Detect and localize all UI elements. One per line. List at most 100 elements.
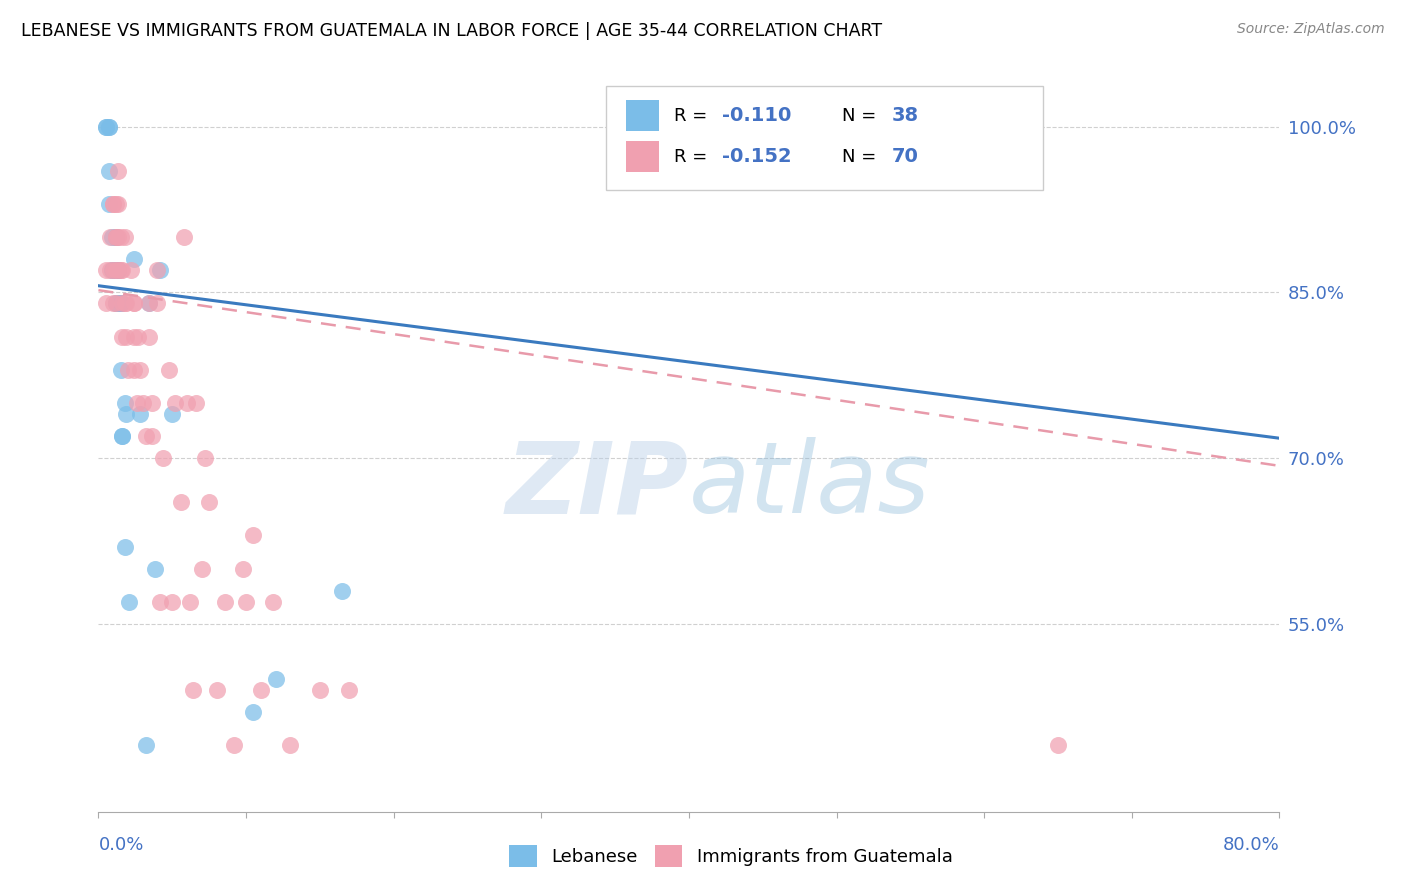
Point (105, 230, 128, 244)
Point (115, 329, 138, 343)
Point (122, 329, 145, 343)
Point (105, 263, 128, 277)
Point (103, 197, 125, 211)
Point (143, 561, 166, 575)
Point (115, 296, 138, 310)
Point (125, 396, 148, 410)
Point (149, 595, 172, 609)
Point (98, 263, 121, 277)
Point (138, 296, 160, 310)
Point (181, 683, 204, 698)
Text: N =: N = (842, 147, 883, 166)
Text: atlas: atlas (689, 437, 931, 534)
Point (262, 595, 284, 609)
Point (103, 296, 125, 310)
Point (309, 683, 332, 698)
Point (105, 230, 128, 244)
Point (242, 528, 264, 542)
Point (141, 396, 163, 410)
Point (264, 672, 287, 686)
Point (118, 595, 141, 609)
Point (214, 595, 236, 609)
Point (149, 263, 172, 277)
Point (122, 296, 145, 310)
Point (107, 263, 129, 277)
Point (250, 683, 273, 698)
Point (146, 263, 169, 277)
Point (105, 296, 128, 310)
Point (122, 296, 145, 310)
Point (111, 429, 134, 443)
Point (339, 683, 361, 698)
Legend: Lebanese, Immigrants from Guatemala: Lebanese, Immigrants from Guatemala (502, 838, 960, 874)
Point (120, 263, 142, 277)
Point (94, 120, 117, 134)
Point (114, 396, 136, 410)
Text: 38: 38 (891, 106, 920, 125)
FancyBboxPatch shape (626, 100, 659, 131)
Point (94, 120, 117, 134)
Point (138, 296, 160, 310)
Text: 0.0%: 0.0% (98, 836, 143, 854)
Point (110, 263, 132, 277)
Point (107, 263, 129, 277)
Text: -0.110: -0.110 (723, 106, 792, 125)
Point (135, 429, 157, 443)
Point (165, 396, 187, 410)
Point (170, 495, 193, 509)
Point (97, 197, 120, 211)
Point (205, 683, 228, 698)
Point (107, 263, 129, 277)
Point (111, 296, 134, 310)
Point (330, 583, 353, 598)
Point (162, 595, 183, 609)
FancyBboxPatch shape (626, 141, 659, 172)
Point (162, 407, 183, 421)
Point (224, 739, 246, 753)
Point (103, 197, 125, 211)
Point (107, 230, 129, 244)
Point (280, 739, 302, 753)
Point (128, 362, 150, 376)
Point (107, 197, 129, 211)
Point (114, 230, 136, 244)
Point (132, 396, 155, 410)
Text: -0.152: -0.152 (723, 147, 792, 166)
Point (115, 407, 138, 421)
Point (176, 396, 198, 410)
Text: 80.0%: 80.0% (1223, 836, 1279, 854)
Text: R =: R = (673, 107, 713, 125)
Point (114, 296, 136, 310)
Point (100, 263, 122, 277)
Point (105, 263, 128, 277)
Point (107, 296, 129, 310)
Point (1002, 120, 1025, 134)
Point (105, 296, 128, 310)
Point (111, 263, 134, 277)
Point (128, 407, 150, 421)
Point (105, 230, 128, 244)
Point (100, 263, 122, 277)
Point (194, 451, 217, 466)
Point (105, 230, 128, 244)
Point (138, 329, 160, 343)
Point (94, 296, 117, 310)
Point (141, 429, 163, 443)
Point (103, 263, 125, 277)
Point (107, 163, 129, 178)
Point (107, 263, 129, 277)
Point (232, 561, 254, 575)
Point (117, 362, 139, 376)
Point (110, 362, 132, 376)
Point (100, 230, 122, 244)
Point (184, 396, 207, 410)
Text: R =: R = (673, 147, 713, 166)
Text: ZIP: ZIP (506, 437, 689, 534)
Point (97, 120, 120, 134)
Point (173, 230, 195, 244)
Point (152, 451, 174, 466)
Point (111, 429, 134, 443)
Point (157, 362, 180, 376)
Point (122, 362, 145, 376)
Point (105, 197, 128, 211)
